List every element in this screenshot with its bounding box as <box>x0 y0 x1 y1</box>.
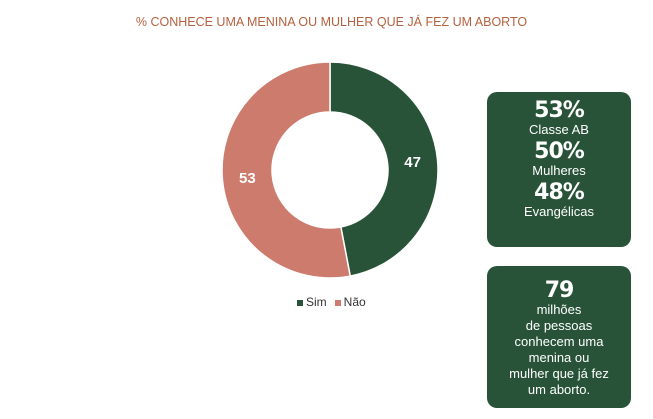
stat-label: Mulheres <box>532 163 586 178</box>
legend: Sim Não <box>297 295 366 309</box>
highlight-text: conhecem uma <box>514 334 604 349</box>
stat-label: Evangélicas <box>523 204 595 219</box>
slice-sim <box>329 61 439 277</box>
data-label: 47 <box>404 154 421 171</box>
highlight-text: de pessoas <box>525 318 593 333</box>
data-label: 53 <box>239 170 256 187</box>
slice-não <box>221 61 352 279</box>
stat-value: 48% <box>534 180 585 205</box>
highlight-text: um aborto. <box>527 382 591 397</box>
highlight-text: mulher que já fez <box>509 366 609 381</box>
legend-item-nao: Não <box>334 295 366 309</box>
highlight-card: 79 milhões de pessoas conhecem uma menin… <box>487 266 631 408</box>
legend-item-sim: Sim <box>297 295 327 309</box>
stat-value: 50% <box>534 139 585 164</box>
highlight-text: menina ou <box>528 350 590 365</box>
stat-value: 53% <box>534 98 585 123</box>
chart-title: % CONHECE UMA MENINA OU MULHER QUE JÁ FE… <box>135 15 528 29</box>
highlight-text: milhões <box>536 302 582 317</box>
highlight-value: 79 <box>544 278 575 303</box>
legend-swatch <box>297 299 303 306</box>
stat-label: Classe AB <box>529 122 589 137</box>
legend-swatch <box>334 299 341 306</box>
stats-card: 53% Classe AB 50% Mulheres 48% Evangélic… <box>487 92 631 247</box>
